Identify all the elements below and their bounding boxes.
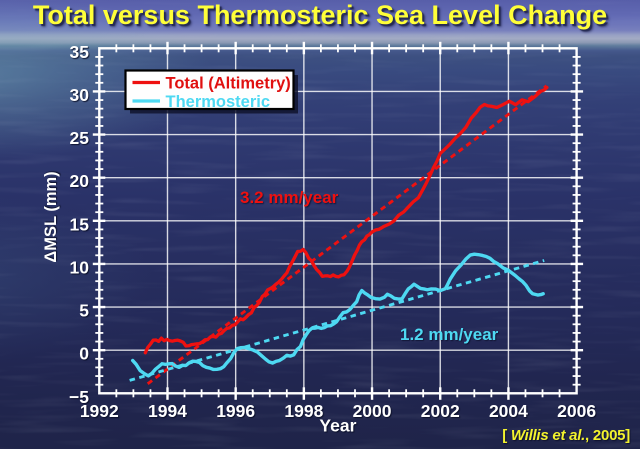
- svg-text:1992: 1992: [80, 401, 119, 421]
- svg-text:1.2 mm/year: 1.2 mm/year: [400, 325, 499, 344]
- svg-text:2004: 2004: [489, 401, 528, 421]
- svg-text:1996: 1996: [216, 401, 255, 421]
- svg-text:Total (Altimetry): Total (Altimetry): [166, 75, 291, 93]
- svg-text:2000: 2000: [353, 401, 392, 421]
- svg-text:10: 10: [70, 257, 90, 277]
- svg-text:ΔMSL (mm): ΔMSL (mm): [42, 171, 60, 262]
- svg-text:1998: 1998: [284, 401, 323, 421]
- svg-text:0: 0: [79, 344, 89, 364]
- svg-text:20: 20: [70, 171, 90, 191]
- svg-text:25: 25: [70, 128, 90, 148]
- svg-text:−5: −5: [69, 387, 89, 407]
- svg-text:35: 35: [70, 42, 90, 62]
- svg-text:2002: 2002: [421, 401, 460, 421]
- svg-text:Year: Year: [319, 416, 356, 436]
- svg-text:2006: 2006: [557, 401, 596, 421]
- svg-text:15: 15: [70, 214, 90, 234]
- svg-text:1994: 1994: [148, 401, 187, 421]
- svg-text:30: 30: [70, 85, 90, 105]
- svg-text:3.2 mm/year: 3.2 mm/year: [240, 188, 339, 207]
- svg-text:5: 5: [79, 301, 89, 321]
- svg-text:Thermosteric: Thermosteric: [166, 93, 271, 111]
